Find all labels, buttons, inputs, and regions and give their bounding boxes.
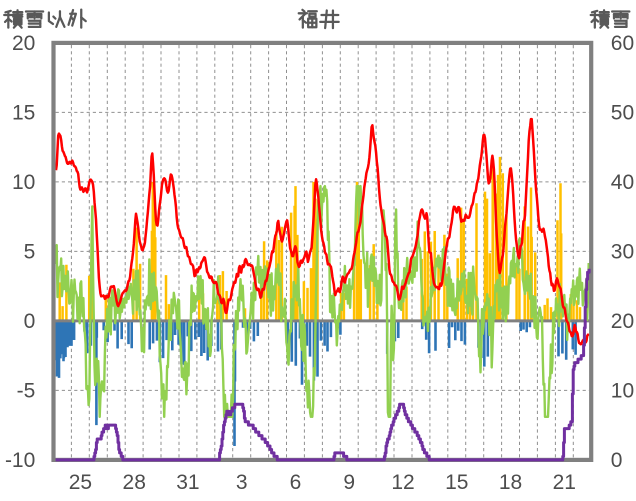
svg-text:10: 10 (611, 380, 634, 403)
svg-text:15: 15 (12, 102, 35, 125)
svg-text:6: 6 (290, 471, 302, 494)
svg-text:25: 25 (69, 471, 92, 494)
svg-text:15: 15 (445, 471, 468, 494)
svg-text:20: 20 (611, 310, 634, 333)
svg-text:0: 0 (24, 310, 36, 333)
svg-text:21: 21 (553, 471, 576, 494)
svg-text:0: 0 (611, 449, 623, 472)
svg-text:28: 28 (123, 471, 146, 494)
svg-text:-5: -5 (17, 380, 36, 403)
svg-text:60: 60 (611, 32, 634, 55)
svg-text:30: 30 (611, 241, 634, 264)
svg-text:18: 18 (499, 471, 522, 494)
svg-text:31: 31 (176, 471, 199, 494)
svg-text:50: 50 (611, 102, 634, 125)
svg-text:20: 20 (12, 32, 35, 55)
svg-text:12: 12 (391, 471, 414, 494)
svg-text:40: 40 (611, 171, 634, 194)
svg-text:-10: -10 (5, 449, 35, 472)
svg-text:9: 9 (343, 471, 355, 494)
svg-text:5: 5 (24, 241, 36, 264)
svg-text:10: 10 (12, 171, 35, 194)
svg-text:3: 3 (236, 471, 248, 494)
